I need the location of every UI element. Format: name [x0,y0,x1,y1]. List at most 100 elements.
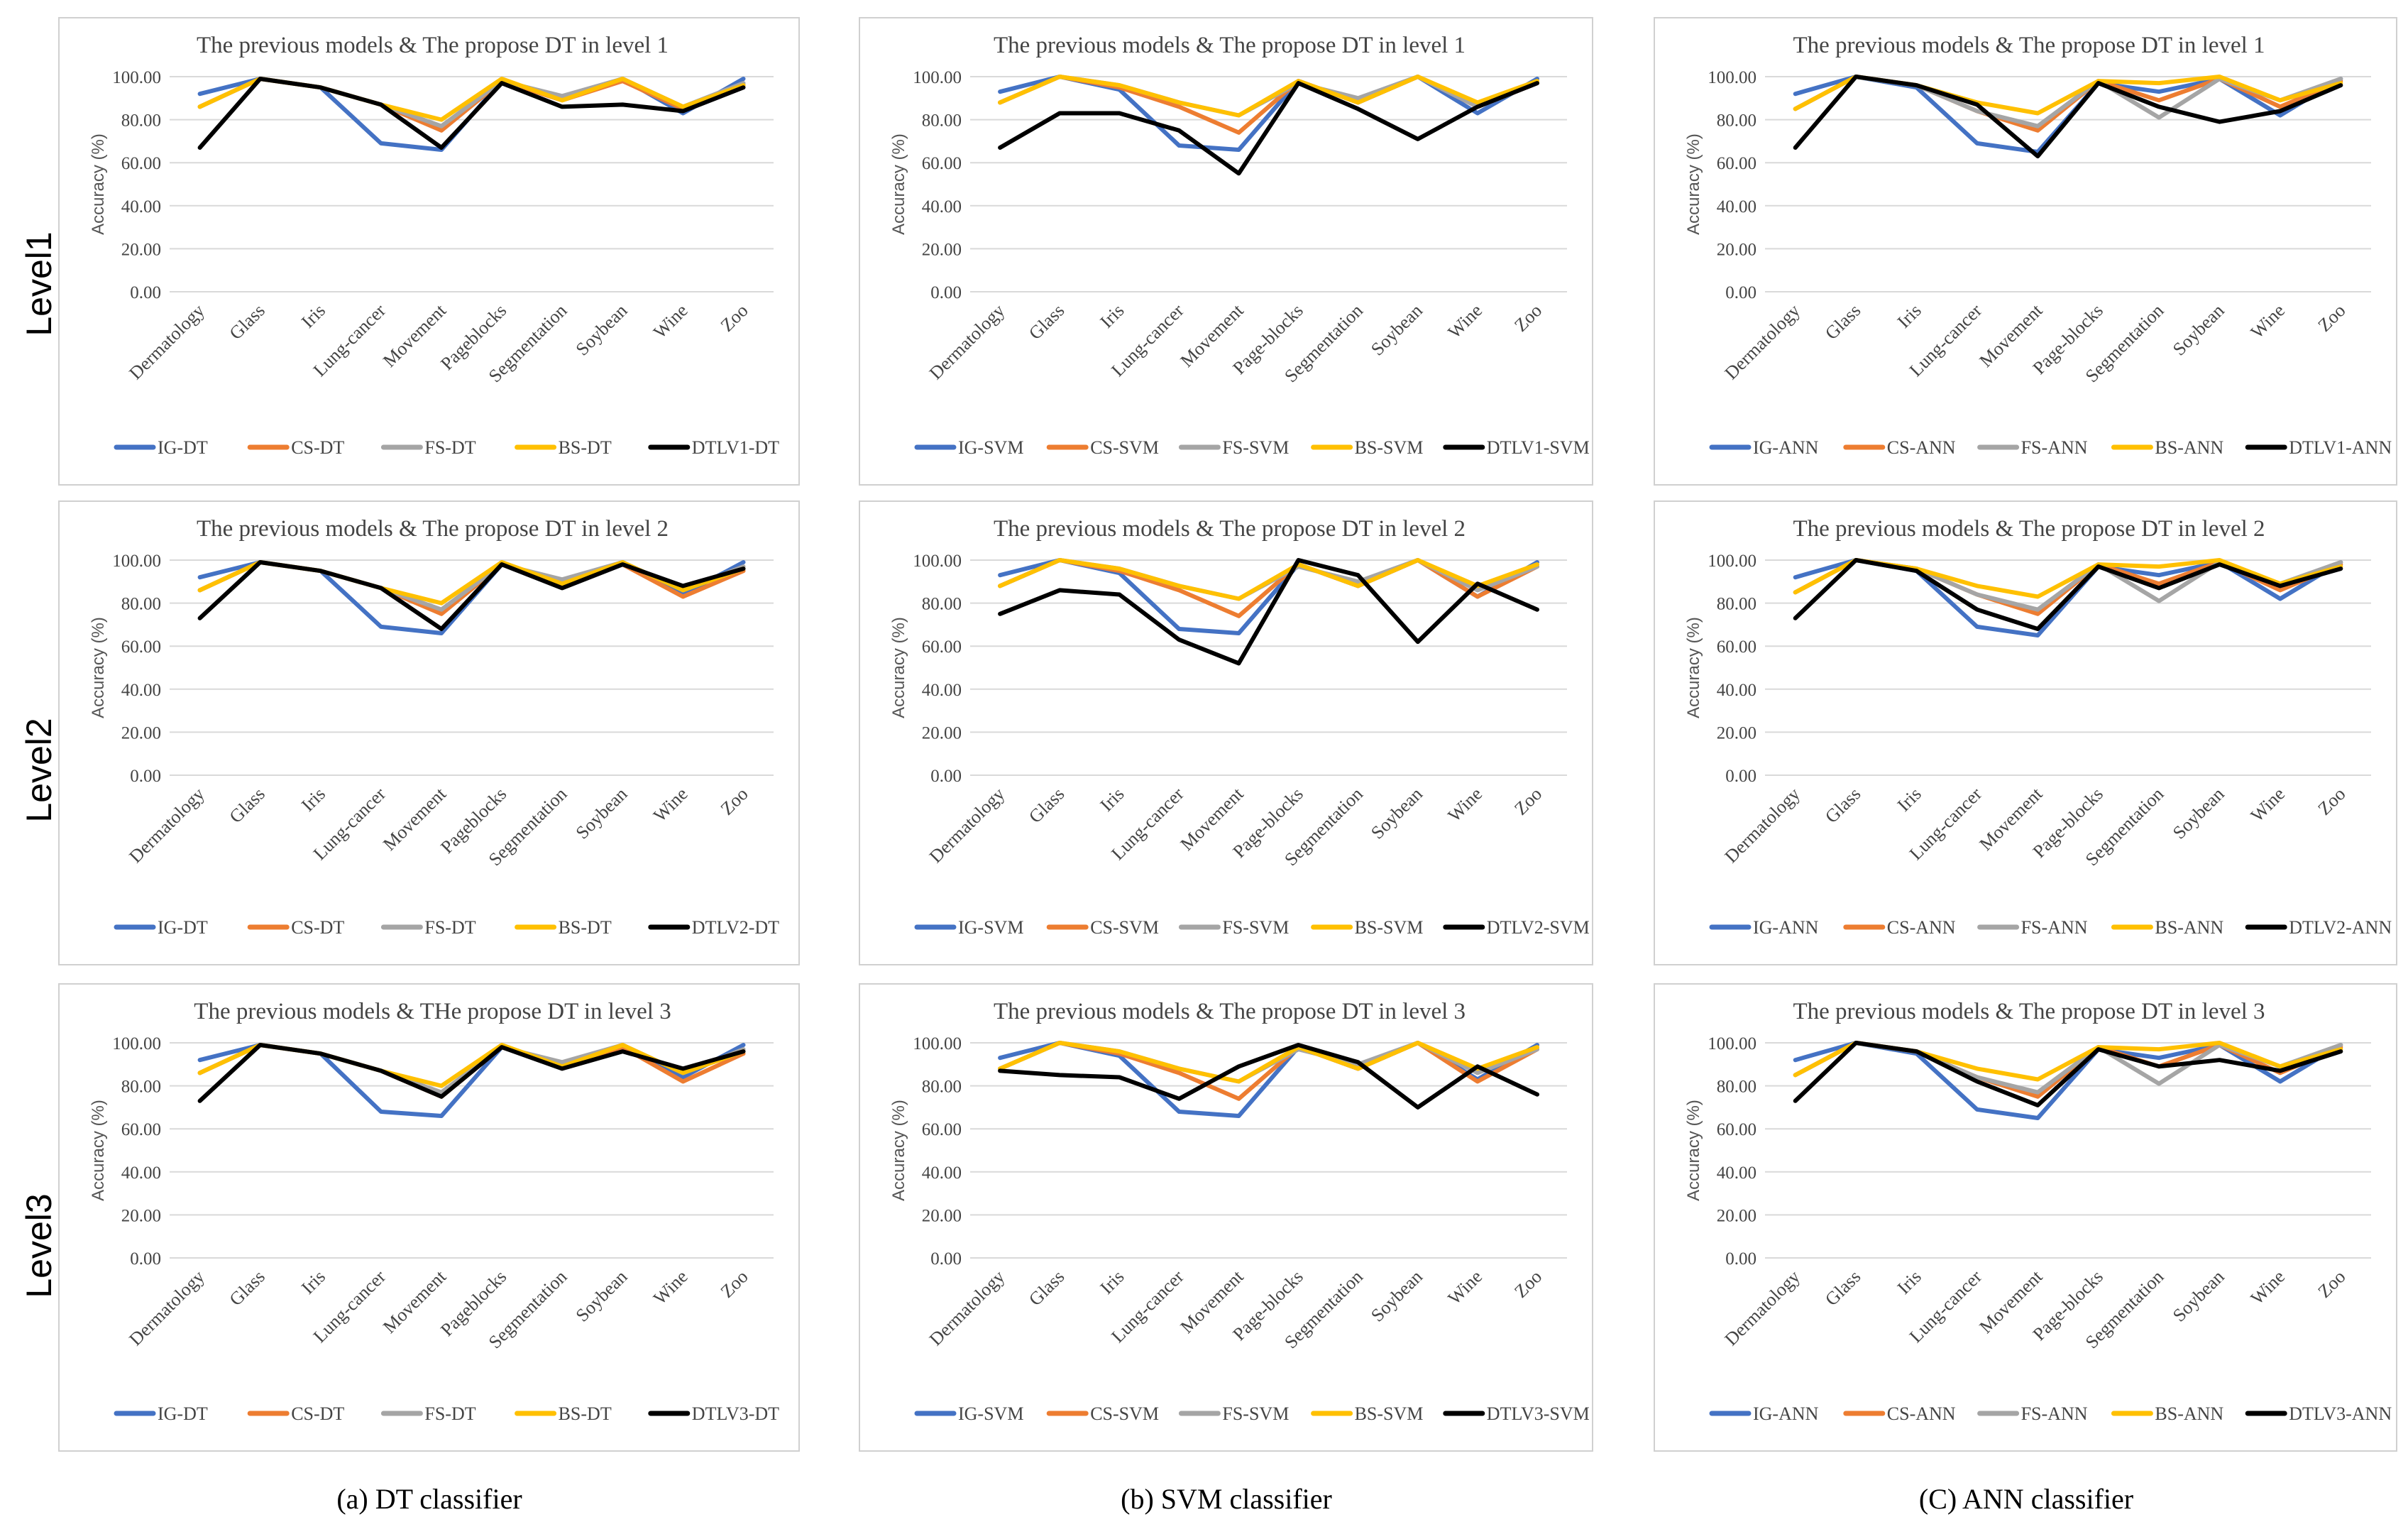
y-tick-label: 60.00 [922,154,962,173]
y-tick-label: 0.00 [930,767,962,786]
x-tick-label: Soybean [1367,1266,1426,1326]
x-tick-label: Wine [649,1266,692,1309]
y-tick-label: 40.00 [1717,681,1756,700]
series-line-dtlv2-dt [197,560,746,631]
legend-label: IG-SVM [958,1403,1023,1424]
y-axis-label: Accuracy (%) [89,133,108,235]
y-axis-label: Accuracy (%) [89,1100,108,1201]
y-axis-label: Accuracy (%) [1684,133,1703,235]
y-tick-label: 0.00 [130,283,161,302]
x-tick-label: Wine [2247,300,2289,343]
y-tick-label: 0.00 [930,283,962,302]
y-tick-label: 60.00 [121,637,161,657]
chart-panel-ann-level2: The previous models & The propose DT in … [1654,500,2397,965]
y-tick-label: 60.00 [1717,637,1756,657]
y-tick-label: 40.00 [922,681,962,700]
chart-title: The previous models & THe propose DT in … [194,999,671,1024]
chart-title: The previous models & The propose DT in … [1793,999,2265,1024]
series-line-ig-svm [998,558,1539,635]
x-tick-label: Soybean [1367,784,1426,843]
chart-panel-svm-level3: The previous models & The propose DT in … [859,983,1593,1452]
x-tick-label: Iris [297,784,329,816]
y-tick-label: 20.00 [922,1206,962,1225]
y-tick-label: 40.00 [922,197,962,217]
series-line-dtlv1-svm [998,81,1539,176]
legend-label: CS-DT [291,1403,344,1424]
legend-label: CS-ANN [1887,437,1956,458]
x-tick-label: Iris [297,1266,329,1298]
legend-label: CS-DT [291,917,344,938]
y-tick-label: 20.00 [121,240,161,259]
x-tick-label: Glass [1025,1266,1068,1310]
chart-svg: The previous models & The propose DT in … [1684,33,2392,458]
y-tick-label: 80.00 [922,111,962,131]
x-tick-label: Iris [1893,300,1925,332]
y-tick-label: 20.00 [1717,1206,1756,1225]
y-tick-label: 20.00 [1717,723,1756,743]
legend-label: IG-SVM [958,917,1023,938]
x-tick-label: Zoo [717,784,752,819]
x-tick-label: Iris [1096,1266,1128,1298]
x-tick-label: Wine [1444,300,1487,343]
y-tick-label: 100.00 [112,552,161,571]
legend-label: BS-DT [559,917,612,938]
x-tick-label: Zoo [2314,300,2349,336]
legend-label: FS-DT [424,917,475,938]
legend-label: DTLV1-SVM [1487,437,1590,458]
y-tick-label: 80.00 [922,1078,962,1097]
legend-label: DTLV3-ANN [2289,1403,2392,1424]
x-tick-label: Soybean [572,784,632,843]
x-tick-label: Soybean [572,1266,632,1326]
y-tick-label: 100.00 [1708,1034,1756,1053]
series-line-dtlv3-svm [998,1043,1539,1110]
series-line-dtlv1-ann [1793,75,2343,159]
x-tick-label: Dermatology [125,300,209,384]
x-tick-label: Soybean [2169,300,2228,360]
x-tick-label: Zoo [1510,1266,1546,1302]
chart-svg: The previous models & The propose DT in … [89,516,779,938]
y-tick-label: 80.00 [1717,595,1756,614]
chart-svg: The previous models & The propose DT in … [889,33,1590,458]
legend-label: BS-ANN [2155,437,2223,458]
x-tick-label: Soybean [2169,1266,2228,1326]
legend-label: DTLV1-DT [692,437,779,458]
x-tick-label: Wine [1444,1266,1487,1309]
y-tick-label: 80.00 [922,595,962,614]
x-tick-label: Glass [226,784,269,827]
x-tick-label: Zoo [1510,300,1546,336]
y-tick-label: 100.00 [913,552,962,571]
legend-label: BS-SVM [1355,437,1424,458]
y-tick-label: 0.00 [1725,283,1756,302]
chart-panel-svm-level2: The previous models & The propose DT in … [859,500,1593,965]
legend-label: CS-DT [291,437,344,458]
y-tick-label: 60.00 [922,637,962,657]
row-label-level3: Level3 [19,1193,59,1298]
x-tick-label: Dermatology [125,784,209,867]
chart-svg: The previous models & The propose DT in … [889,999,1590,1424]
y-tick-label: 100.00 [112,1034,161,1053]
legend-label: BS-SVM [1355,1403,1424,1424]
legend-label: FS-ANN [2021,917,2088,938]
y-tick-label: 80.00 [1717,111,1756,131]
series-line-bs-svm [998,1041,1539,1084]
legend-label: IG-ANN [1753,437,1819,458]
chart-svg: The previous models & The propose DT in … [889,516,1590,938]
y-tick-label: 60.00 [922,1120,962,1139]
x-tick-label: Glass [1821,300,1864,344]
series-line-dtlv2-svm [998,558,1539,666]
x-tick-label: Zoo [2314,1266,2349,1302]
x-tick-label: Iris [1893,784,1925,816]
x-tick-label: Iris [1893,1266,1925,1298]
x-tick-label: Zoo [717,1266,752,1302]
y-axis-label: Accuracy (%) [889,133,908,235]
y-tick-label: 0.00 [1725,1249,1756,1269]
x-tick-label: Dermatology [125,1266,209,1350]
y-tick-label: 100.00 [913,1034,962,1053]
chart-svg: The previous models & The propose DT in … [1684,516,2392,938]
chart-title: The previous models & The propose DT in … [197,33,669,58]
y-tick-label: 80.00 [121,1078,161,1097]
chart-title: The previous models & The propose DT in … [1793,33,2265,58]
series-line-cs-svm [998,75,1539,135]
y-tick-label: 20.00 [922,240,962,259]
chart-panel-dt-level3: The previous models & THe propose DT in … [58,983,800,1452]
